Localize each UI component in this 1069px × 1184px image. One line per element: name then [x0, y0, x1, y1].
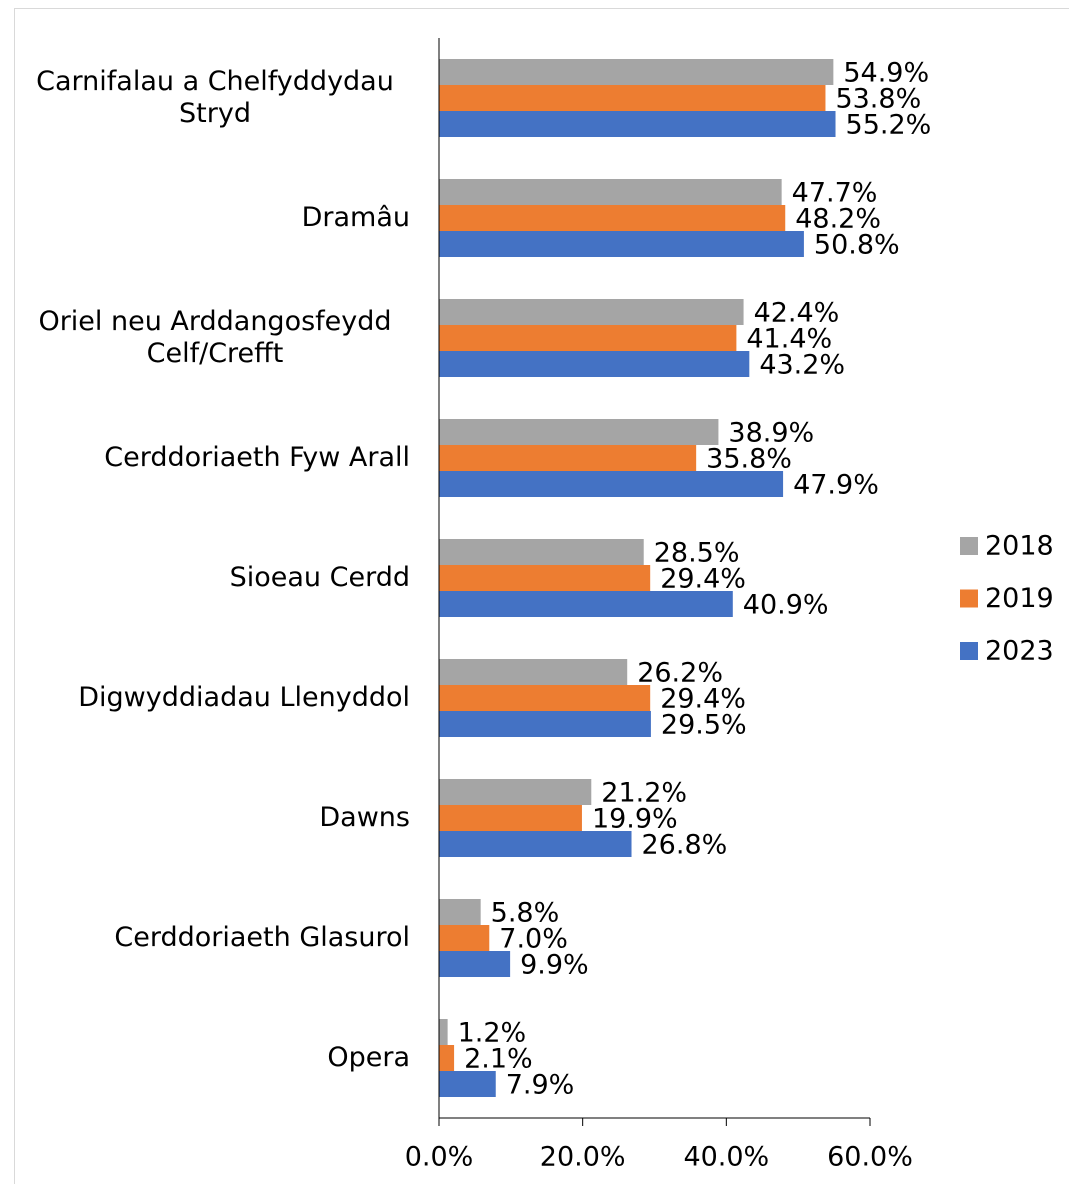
frame: [14, 8, 1069, 1184]
value-label: 38.9%: [728, 418, 814, 449]
value-label: 28.5%: [654, 538, 740, 569]
bar: [439, 231, 804, 257]
value-label: 42.4%: [754, 298, 840, 329]
value-label: 26.2%: [637, 658, 723, 689]
bar: [439, 831, 632, 857]
bar: [439, 85, 826, 111]
category-label: Cerddoriaeth Fyw Arall: [10, 442, 410, 474]
bar: [439, 951, 511, 977]
bar: [439, 711, 651, 737]
category-label: Cerddoriaeth Glasurol: [10, 922, 410, 954]
value-label: 54.9%: [843, 58, 929, 89]
bar: [439, 591, 733, 617]
bar: [439, 351, 750, 377]
bar: [439, 1045, 455, 1071]
value-label: 53.8%: [835, 84, 921, 115]
category-label: Opera: [10, 1042, 410, 1074]
value-label: 43.2%: [759, 350, 845, 381]
category-text: Opera: [327, 1042, 410, 1073]
legend-swatch: [960, 589, 978, 608]
category-text: Dawns: [319, 802, 410, 833]
bar: [439, 445, 697, 471]
x-tick-label: 40.0%: [683, 1142, 769, 1173]
value-label: 40.9%: [743, 590, 829, 621]
value-label: 41.4%: [746, 324, 832, 355]
x-tick-label: 0.0%: [405, 1142, 474, 1173]
category-text: Oriel neu Arddangosfeydd Celf/Crefft: [38, 306, 392, 369]
bar: [439, 299, 744, 325]
bar: [439, 419, 719, 445]
category-label: Digwyddiadau Llenyddol: [10, 682, 410, 714]
category-text: Sioeau Cerdd: [229, 562, 410, 593]
value-label: 19.9%: [592, 804, 678, 835]
legend-swatch: [960, 537, 978, 555]
bar: [439, 59, 834, 85]
bar: [439, 685, 651, 711]
value-label: 48.2%: [795, 204, 881, 235]
bar: [439, 925, 490, 951]
bar: [439, 899, 481, 925]
bar: [439, 779, 592, 805]
x-tick-label: 60.0%: [827, 1142, 913, 1173]
value-label: 29.4%: [660, 684, 746, 715]
value-label: 9.9%: [520, 950, 589, 981]
value-label: 2.1%: [464, 1044, 533, 1075]
bar: [439, 805, 582, 831]
value-label: 7.0%: [499, 924, 568, 955]
value-label: 1.2%: [458, 1018, 527, 1049]
value-label: 35.8%: [706, 444, 792, 475]
value-label: 5.8%: [491, 898, 560, 929]
bar: [439, 539, 644, 565]
bar: [439, 179, 782, 205]
value-label: 55.2%: [846, 110, 932, 141]
value-label: 29.4%: [660, 564, 746, 595]
bar: [439, 205, 786, 231]
legend-label: 2018: [985, 531, 1054, 562]
bar: [439, 1019, 448, 1045]
category-label: Dramâu: [10, 202, 410, 234]
value-label: 50.8%: [814, 230, 900, 261]
category-label: Dawns: [10, 802, 410, 834]
bar: [439, 659, 628, 685]
category-text: Cerddoriaeth Fyw Arall: [104, 442, 410, 473]
value-label: 47.7%: [792, 178, 878, 209]
category-label: Sioeau Cerdd: [10, 562, 410, 594]
category-text: Carnifalau a Chelfyddydau Stryd: [36, 66, 394, 129]
legend-label: 2023: [985, 636, 1054, 667]
bar: [439, 471, 784, 497]
value-label: 21.2%: [601, 778, 687, 809]
bar: [439, 1071, 496, 1097]
category-text: Digwyddiadau Llenyddol: [78, 682, 410, 713]
legend-swatch: [960, 642, 978, 660]
value-label: 7.9%: [506, 1070, 575, 1101]
legend-label: 2019: [985, 583, 1054, 614]
bar: [439, 565, 651, 591]
category-text: Dramâu: [301, 202, 410, 233]
bar: [439, 325, 737, 351]
value-label: 47.9%: [793, 470, 879, 501]
value-label: 29.5%: [661, 710, 747, 741]
bar: [439, 111, 836, 137]
value-label: 26.8%: [642, 830, 728, 861]
x-tick-label: 20.0%: [540, 1142, 626, 1173]
category-label: Oriel neu Arddangosfeydd Celf/Crefft: [10, 306, 410, 370]
category-text: Cerddoriaeth Glasurol: [114, 922, 410, 953]
category-label: Carnifalau a Chelfyddydau Stryd: [10, 66, 410, 130]
